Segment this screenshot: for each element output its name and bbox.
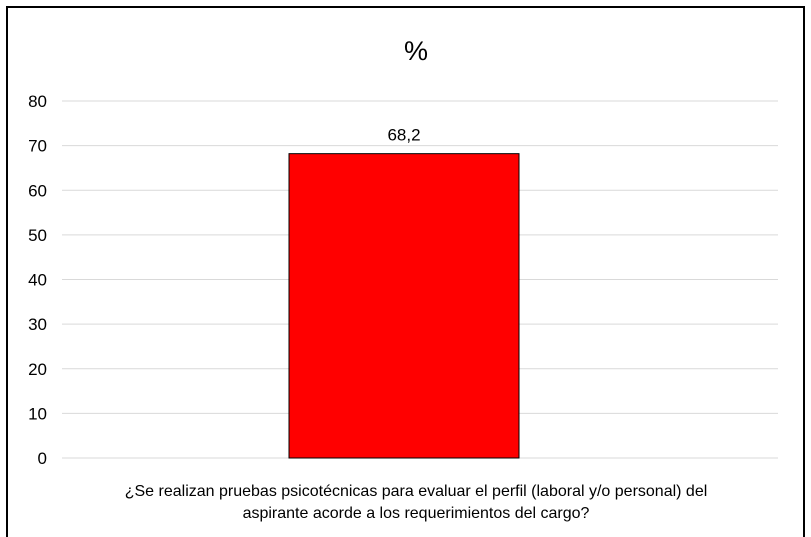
y-tick-label: 0 bbox=[38, 449, 47, 468]
chart-title: % bbox=[404, 36, 428, 66]
data-label: 68,2 bbox=[387, 126, 420, 145]
category-label-line: ¿Se realizan pruebas psicotécnicas para … bbox=[125, 483, 708, 500]
bars bbox=[288, 153, 520, 459]
y-tick-label: 80 bbox=[28, 92, 47, 111]
x-axis-category-labels: ¿Se realizan pruebas psicotécnicas para … bbox=[125, 483, 708, 522]
y-tick-label: 50 bbox=[28, 226, 47, 245]
y-tick-label: 10 bbox=[28, 404, 47, 423]
y-tick-label: 40 bbox=[28, 271, 47, 290]
bar bbox=[288, 153, 520, 459]
y-tick-label: 70 bbox=[28, 137, 47, 156]
y-tick-label: 30 bbox=[28, 315, 47, 334]
y-tick-label: 60 bbox=[28, 181, 47, 200]
y-tick-label: 20 bbox=[28, 360, 47, 379]
y-axis-tick-labels: 0 10 20 30 40 50 60 70 80 bbox=[28, 92, 47, 468]
data-labels: 68,2 bbox=[387, 126, 420, 145]
category-label-line: aspirante acorde a los requerimientos de… bbox=[243, 505, 590, 522]
